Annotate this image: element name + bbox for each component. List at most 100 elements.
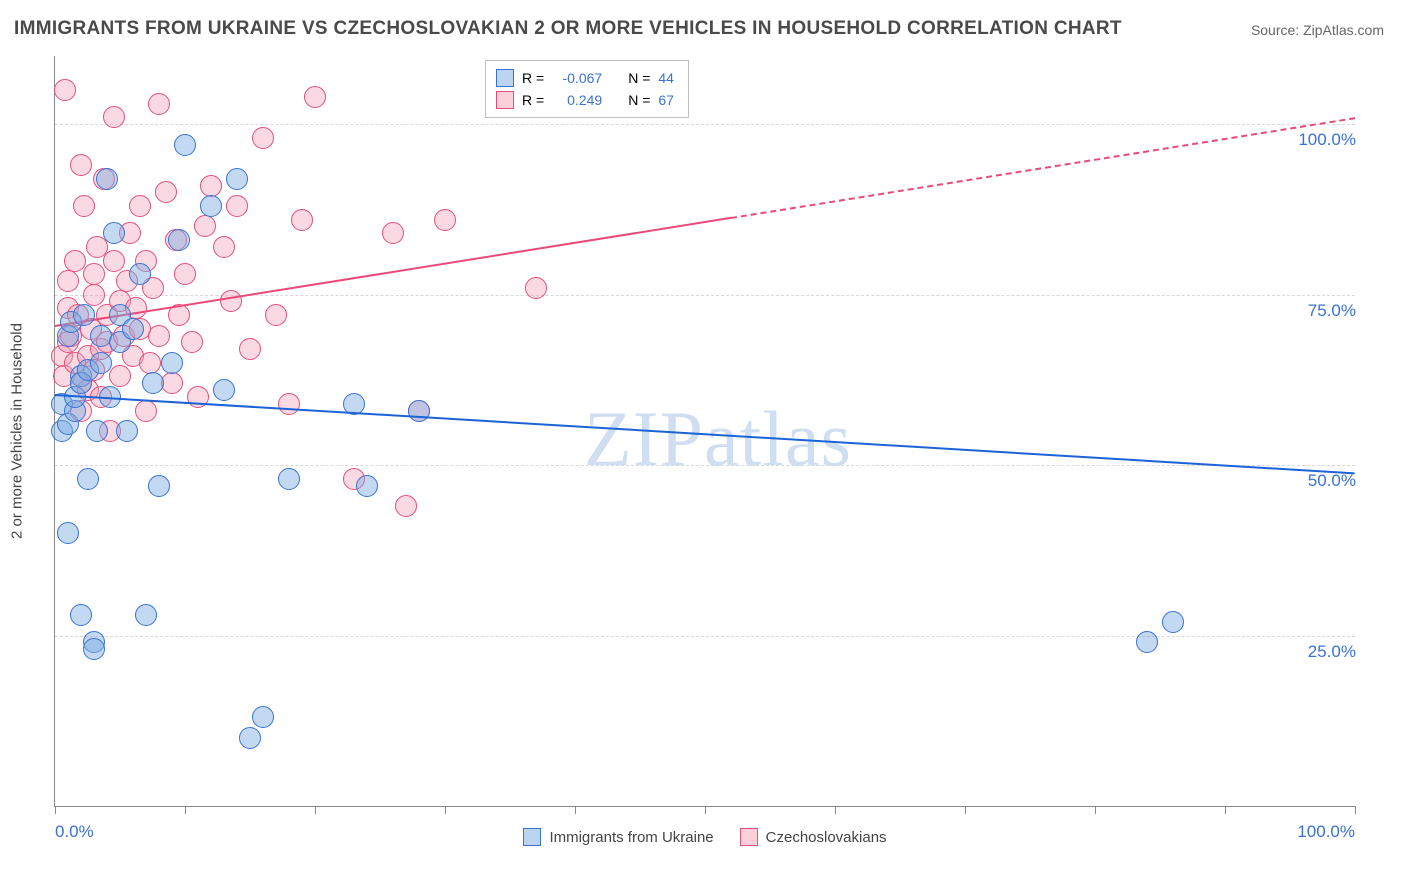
pink-point	[200, 175, 222, 197]
pink-point	[135, 400, 157, 422]
n-label: N =	[628, 92, 650, 108]
blue-point	[96, 168, 118, 190]
blue-point	[356, 475, 378, 497]
legend-item-czech: Czechoslovakians	[740, 828, 887, 846]
y-axis-title: 2 or more Vehicles in Household	[9, 323, 26, 539]
x-tick	[705, 806, 706, 814]
blue-point	[57, 522, 79, 544]
x-tick	[185, 806, 186, 814]
pink-point	[434, 209, 456, 231]
r-value-pink: 0.249	[552, 92, 602, 108]
pink-point	[278, 393, 300, 415]
gridline-h	[55, 465, 1355, 466]
swatch-blue	[496, 69, 514, 87]
blue-point	[77, 468, 99, 490]
blue-point	[161, 352, 183, 374]
blue-point	[226, 168, 248, 190]
pink-point	[161, 372, 183, 394]
n-value-pink: 67	[658, 92, 674, 108]
x-tick	[1095, 806, 1096, 814]
blue-point	[239, 727, 261, 749]
blue-point	[142, 372, 164, 394]
pink-point	[395, 495, 417, 517]
blue-point	[122, 318, 144, 340]
pink-point	[213, 236, 235, 258]
blue-point	[70, 604, 92, 626]
x-tick	[575, 806, 576, 814]
blue-point	[90, 352, 112, 374]
pink-point	[174, 263, 196, 285]
gridline-h	[55, 636, 1355, 637]
pink-point	[291, 209, 313, 231]
x-tick	[1355, 806, 1356, 814]
x-tick-label: 100.0%	[1297, 822, 1355, 842]
blue-point	[252, 706, 274, 728]
x-tick-label: 0.0%	[55, 822, 94, 842]
pink-point	[148, 325, 170, 347]
swatch-blue	[523, 828, 541, 846]
r-label: R =	[522, 92, 544, 108]
y-tick-label: 100.0%	[1298, 130, 1356, 150]
pink-point	[129, 195, 151, 217]
pink-point	[83, 263, 105, 285]
pink-point	[525, 277, 547, 299]
pink-point	[73, 195, 95, 217]
pink-point	[103, 106, 125, 128]
pink-point	[304, 86, 326, 108]
legend-label-czech: Czechoslovakians	[766, 829, 887, 846]
pink-point	[239, 338, 261, 360]
series-legend: Immigrants from Ukraine Czechoslovakians	[55, 828, 1355, 846]
blue-point	[168, 229, 190, 251]
n-label: N =	[628, 70, 650, 86]
blue-point	[200, 195, 222, 217]
pink-point	[148, 93, 170, 115]
legend-row-pink: R = 0.249 N = 67	[496, 89, 674, 111]
pink-point	[57, 270, 79, 292]
r-value-blue: -0.067	[552, 70, 602, 86]
blue-point	[174, 134, 196, 156]
legend-item-ukraine: Immigrants from Ukraine	[523, 828, 713, 846]
blue-point	[83, 638, 105, 660]
pink-point	[220, 290, 242, 312]
chart-title: IMMIGRANTS FROM UKRAINE VS CZECHOSLOVAKI…	[14, 18, 1122, 40]
blue-point	[129, 263, 151, 285]
pink-point	[252, 127, 274, 149]
swatch-pink	[496, 91, 514, 109]
watermark-text: ZIPatlas	[584, 394, 852, 484]
x-tick	[965, 806, 966, 814]
pink-point	[64, 250, 86, 272]
pink-point	[139, 352, 161, 374]
blue-point	[86, 420, 108, 442]
correlation-legend: R = -0.067 N = 44 R = 0.249 N = 67	[485, 60, 689, 118]
legend-label-ukraine: Immigrants from Ukraine	[549, 829, 713, 846]
blue-point	[135, 604, 157, 626]
blue-point	[213, 379, 235, 401]
pink-point	[70, 154, 92, 176]
pink-point	[382, 222, 404, 244]
blue-point	[278, 468, 300, 490]
pink-point	[181, 331, 203, 353]
blue-point	[148, 475, 170, 497]
blue-point	[103, 222, 125, 244]
blue-point	[1162, 611, 1184, 633]
y-tick-label: 75.0%	[1308, 301, 1356, 321]
legend-row-blue: R = -0.067 N = 44	[496, 67, 674, 89]
pink-point	[83, 284, 105, 306]
blue-trendline	[55, 394, 1355, 474]
pink-point	[103, 250, 125, 272]
scatter-plot-area: 2 or more Vehicles in Household ZIPatlas…	[54, 56, 1355, 807]
x-tick	[445, 806, 446, 814]
x-tick	[315, 806, 316, 814]
blue-point	[116, 420, 138, 442]
pink-point	[194, 215, 216, 237]
swatch-pink	[740, 828, 758, 846]
pink-point	[265, 304, 287, 326]
source-attribution: Source: ZipAtlas.com	[1251, 22, 1384, 38]
blue-point	[73, 304, 95, 326]
pink-point	[155, 181, 177, 203]
x-tick	[1225, 806, 1226, 814]
blue-point	[1136, 631, 1158, 653]
y-tick-label: 25.0%	[1308, 642, 1356, 662]
r-label: R =	[522, 70, 544, 86]
pink-point	[54, 79, 76, 101]
